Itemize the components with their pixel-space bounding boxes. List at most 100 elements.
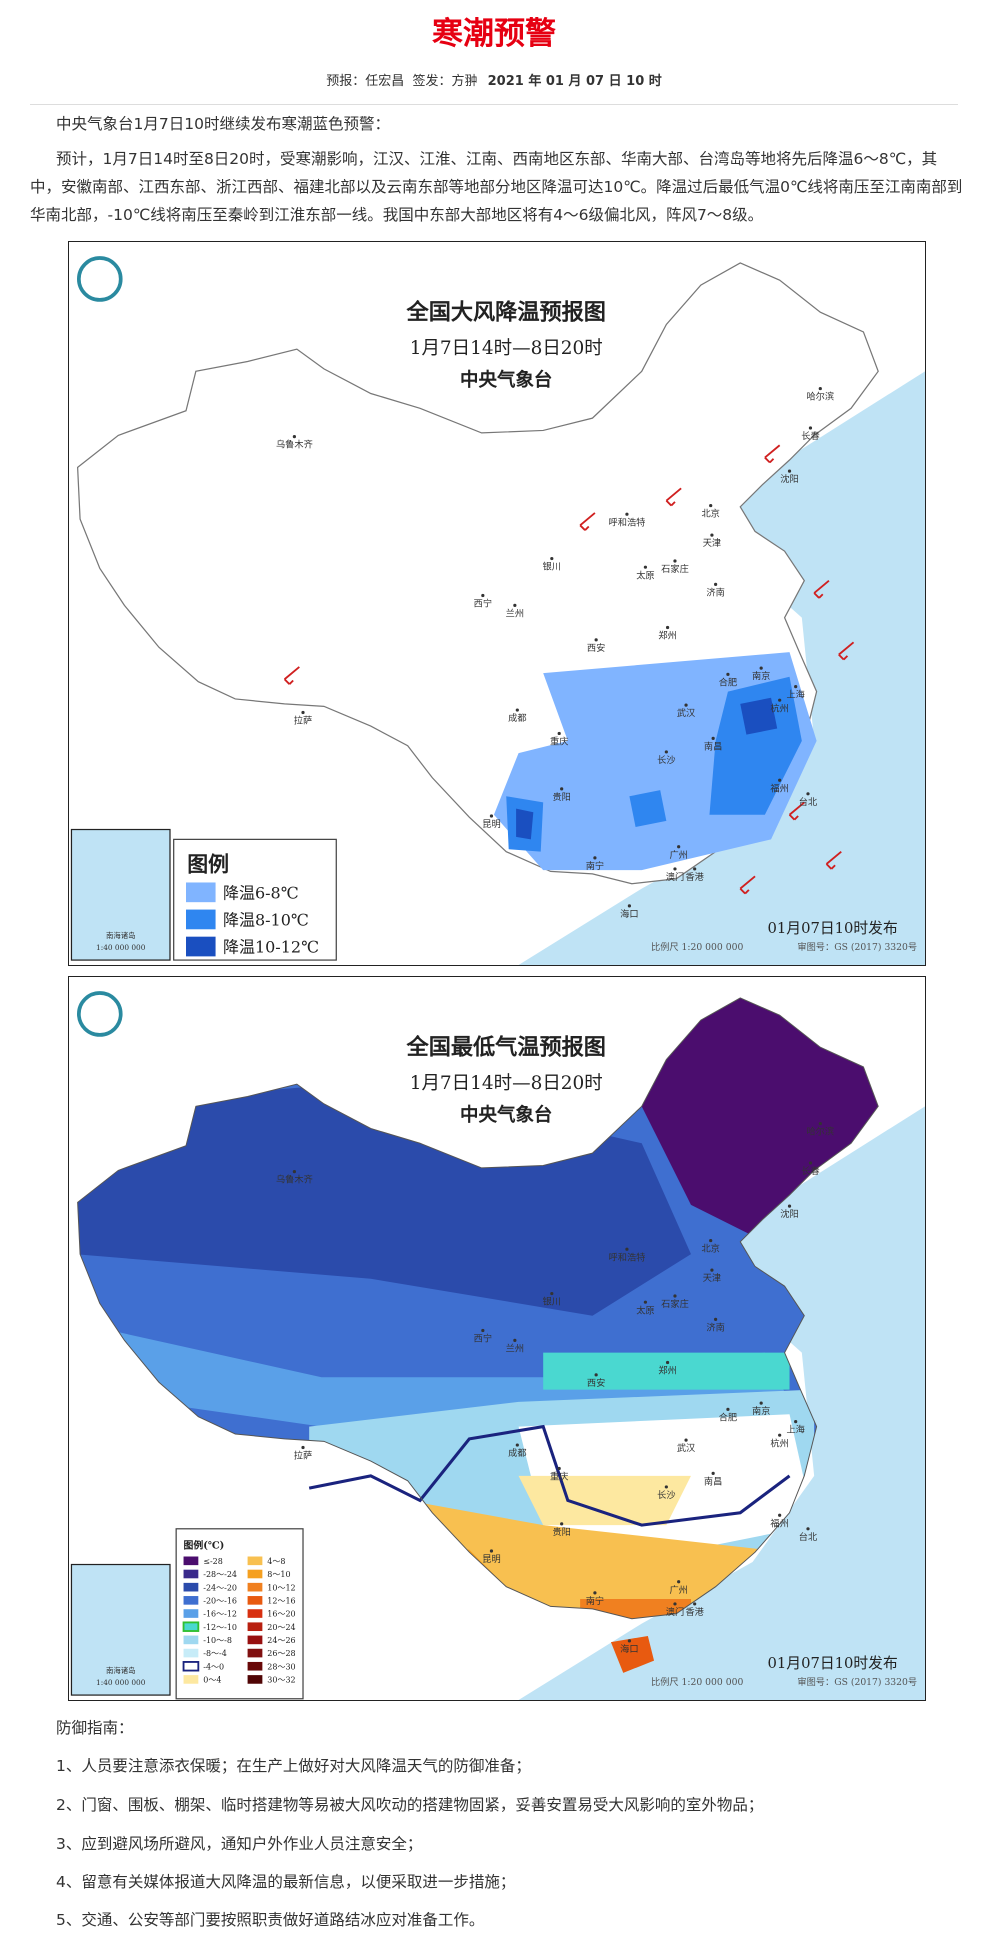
city-dot: [711, 736, 715, 740]
city-dot: [794, 685, 798, 689]
city-label: 海口: [620, 908, 638, 920]
city-label: 沈阳: [780, 1208, 798, 1220]
legend-label: -10～-8: [203, 1636, 232, 1645]
city-dot: [726, 672, 730, 676]
city-dot: [710, 533, 714, 537]
legend-swatch: [247, 1635, 263, 1645]
map-subtitle: 1月7日14时—8日20时: [410, 1073, 603, 1094]
city-dot: [301, 1445, 305, 1450]
city-dot: [709, 1238, 713, 1243]
legend-swatch: [183, 1675, 199, 1684]
city-dot: [625, 1247, 629, 1251]
city-label: 沈阳: [780, 473, 798, 485]
cooling-zone: [516, 808, 534, 840]
city-label: 武汉: [677, 1442, 695, 1454]
city-dot: [808, 426, 813, 430]
guide-item: 2、门窗、围板、棚架、临时搭建物等易被大风吹动的搭建物固紧，妥善安置易受大风影响…: [56, 1796, 764, 1814]
legend-label: 26～28: [267, 1649, 295, 1658]
city-label: 海口: [620, 1643, 638, 1655]
wind-barb: [579, 512, 596, 531]
legend-swatch: [183, 1582, 199, 1592]
legend-swatch: [186, 909, 216, 930]
city-dot: [673, 1294, 677, 1298]
map-scale: 比例尺 1:20 000 000: [651, 941, 743, 953]
wind-barb: [283, 666, 300, 685]
city-dot: [557, 1466, 561, 1471]
map-subtitle: 1月7日14时—8日20时: [410, 338, 603, 359]
city-dot: [709, 503, 713, 508]
city-dot: [550, 1291, 554, 1296]
city-dot: [665, 625, 670, 630]
legend-swatch: [247, 1556, 263, 1566]
city-label: 香港: [685, 871, 704, 883]
city-label: 上海: [786, 1424, 804, 1436]
city-label: 杭州: [770, 702, 788, 714]
city-dot: [714, 1317, 718, 1322]
inset-label: 南海诸岛: [106, 931, 135, 940]
city-dot: [693, 867, 697, 871]
legend-swatch: [247, 1661, 263, 1671]
legend-swatch: [183, 1556, 199, 1566]
city-dot: [778, 1433, 782, 1437]
issue-date: 2021 年 01 月 07 日 10 时: [487, 74, 662, 89]
legend-swatch: [183, 1569, 199, 1579]
city-label: 天津: [703, 1273, 721, 1284]
city-label: 合肥: [719, 676, 737, 688]
city-label: 太原: [636, 569, 654, 581]
city-label: 贵阳: [552, 791, 570, 803]
city-dot: [818, 386, 822, 391]
map-org: 中央气象台: [460, 1104, 552, 1126]
city-label: 西宁: [474, 598, 492, 610]
legend-swatch: [247, 1648, 263, 1658]
city-dot: [593, 856, 597, 860]
map-figure: 全国最低气温预报图 1月7日14时—8日20时 中央气象台 乌鲁木齐 哈尔滨 长春 沈阳 呼和…: [68, 976, 926, 1701]
city-dot: [778, 1513, 782, 1517]
wind-barb: [838, 641, 855, 661]
city-label: 南宁: [586, 1595, 604, 1607]
legend-swatch: [247, 1569, 263, 1579]
legend-label: 4～8: [267, 1557, 285, 1566]
map-title: 全国大风降温预报图: [406, 300, 606, 326]
city-dot: [710, 1268, 714, 1272]
legend-label: 0～4: [203, 1676, 221, 1685]
city-dot: [594, 638, 598, 642]
legend-swatch: [183, 1596, 199, 1605]
city-label: 广州: [669, 849, 687, 861]
sea: [518, 371, 925, 965]
inset-frame: [70, 1563, 171, 1696]
legend-label: 8～10: [267, 1570, 290, 1579]
temperature-zone: [580, 1599, 691, 1619]
city-label: 兰州: [506, 607, 524, 619]
city-label: 南京: [752, 1405, 770, 1417]
logo: [77, 991, 123, 1037]
city-dot: [759, 1401, 763, 1405]
legend-label: -8～-4: [203, 1649, 227, 1658]
guide-title: 防御指南：: [56, 1719, 134, 1737]
issue-time: 01月07日10时发布: [768, 920, 898, 937]
city-label: 西宁: [474, 1333, 492, 1345]
city-dot: [806, 792, 810, 796]
city-dot: [481, 1328, 485, 1333]
city-dot: [673, 867, 677, 871]
hainan-zone: [610, 1635, 655, 1673]
city-label: 南昌: [704, 1475, 722, 1487]
map-scale: 比例尺 1:20 000 000: [651, 1676, 743, 1688]
legend-label: 30～32: [267, 1676, 295, 1685]
legend-label: 24～26: [267, 1636, 295, 1645]
wind-barb: [739, 875, 756, 895]
guide-item: 5、交通、公安等部门要按照职责做好道路结冰应对准备工作。: [56, 1911, 485, 1929]
city-dot: [794, 1420, 798, 1424]
paragraph: 预计，1月7日14时至8日20时，受寒潮影响，江汉、江淮、江南、西南地区东部、华…: [30, 150, 963, 224]
city-label: 杭州: [770, 1437, 788, 1449]
legend-swatch: [183, 1609, 199, 1618]
city-dot: [513, 1338, 517, 1342]
legend-label: -16～-12: [203, 1610, 237, 1619]
city-dot: [292, 435, 296, 439]
city-dot: [714, 582, 718, 587]
city-label: 天津: [703, 538, 721, 549]
inset-scale: 1:40 000 000: [96, 1678, 146, 1687]
city-dot: [711, 1471, 715, 1475]
city-label: 乌鲁木齐: [276, 1174, 313, 1186]
